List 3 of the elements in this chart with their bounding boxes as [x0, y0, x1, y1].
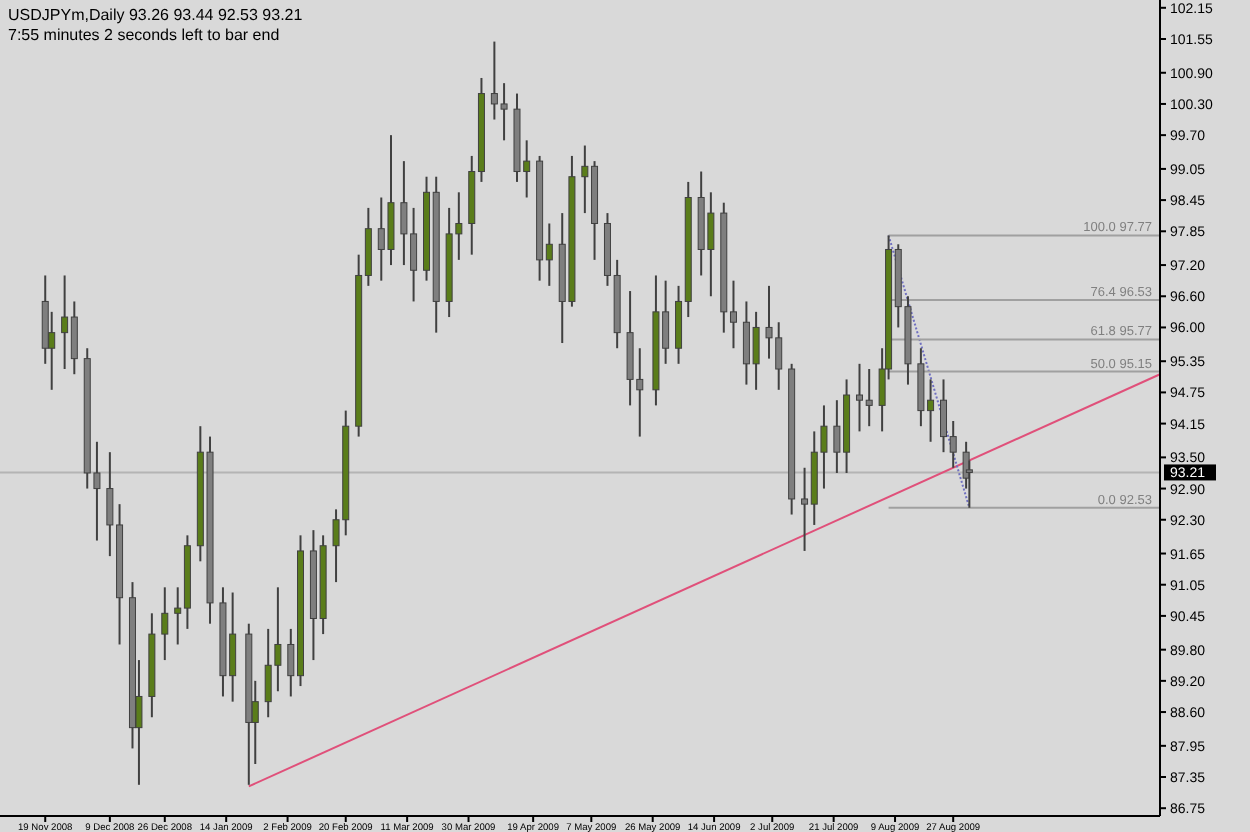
candlestick — [161, 586, 169, 662]
text: 7:55 minutes 2 seconds left to bar end — [8, 26, 280, 44]
chart-title: USDJPYm,Daily 93.26 93.44 92.53 93.21 — [8, 6, 304, 24]
